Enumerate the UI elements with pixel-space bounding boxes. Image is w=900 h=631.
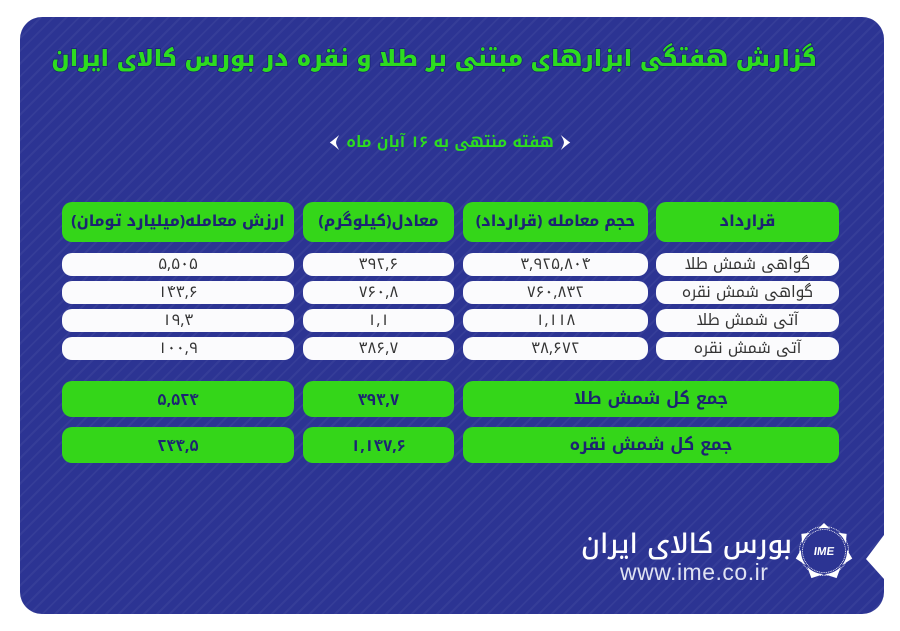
svg-text:IME: IME (813, 546, 835, 558)
